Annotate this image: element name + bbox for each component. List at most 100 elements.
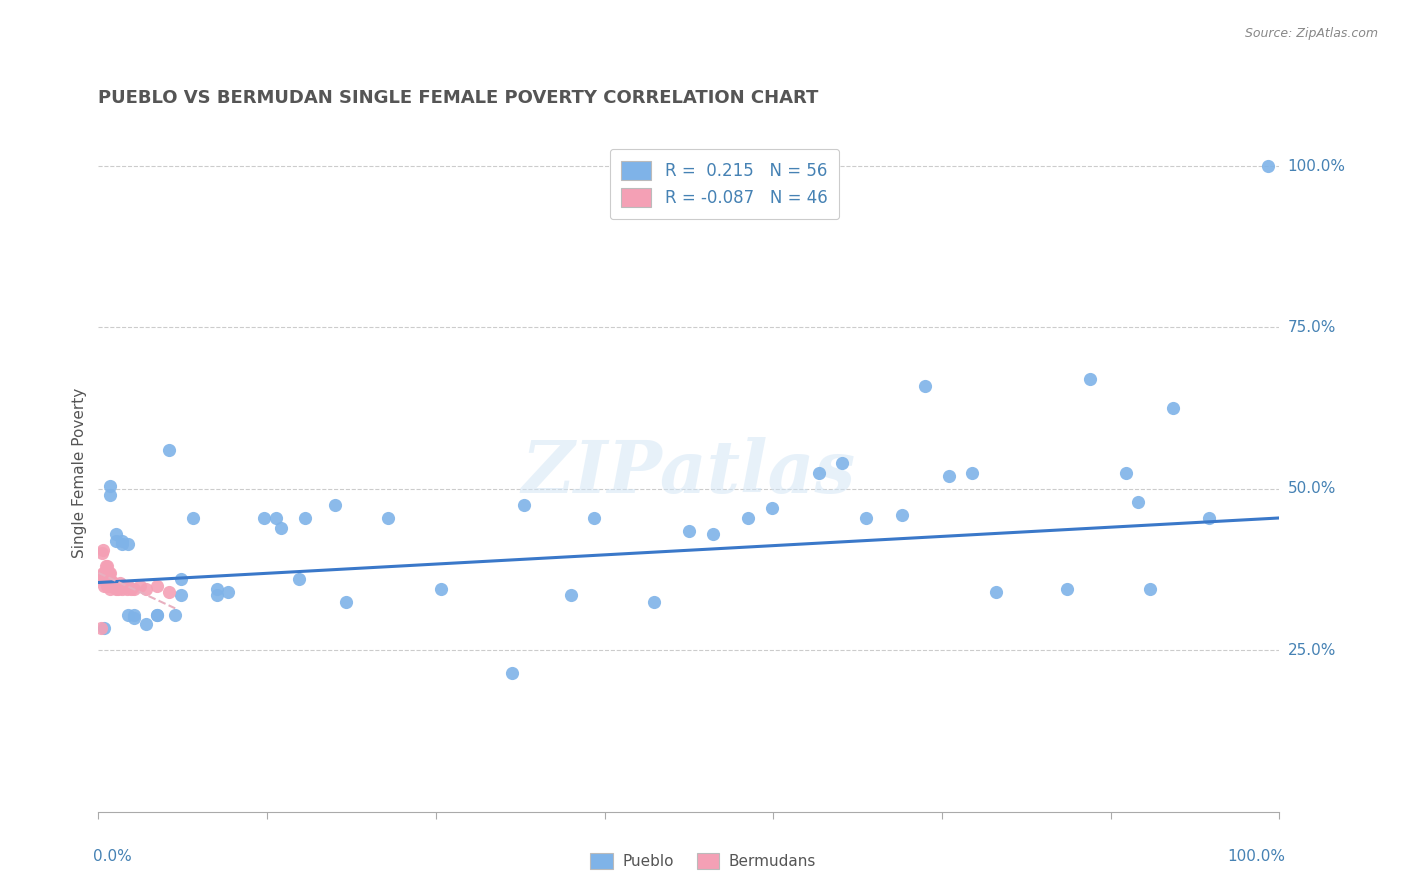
Point: [737, 511, 759, 525]
Point: [91, 572, 114, 586]
Point: [105, 579, 128, 593]
Point: [914, 378, 936, 392]
Point: [165, 607, 187, 622]
Point: [1257, 159, 1279, 173]
Point: [146, 579, 169, 593]
Point: [97, 572, 120, 586]
Point: [1161, 401, 1184, 416]
Point: [1080, 372, 1102, 386]
Point: [103, 579, 125, 593]
Point: [560, 589, 582, 603]
Point: [98, 566, 121, 580]
Point: [93, 621, 115, 635]
Point: [105, 533, 128, 548]
Point: [111, 537, 134, 551]
Point: [105, 579, 128, 593]
Point: [135, 617, 157, 632]
Point: [170, 572, 193, 586]
Point: [270, 521, 292, 535]
Point: [294, 511, 316, 525]
Point: [121, 582, 143, 596]
Point: [890, 508, 912, 522]
Point: [146, 607, 169, 622]
Point: [323, 498, 346, 512]
Point: [430, 582, 453, 596]
Point: [101, 579, 124, 593]
Point: [831, 456, 853, 470]
Point: [205, 589, 228, 603]
Point: [111, 579, 134, 593]
Point: [107, 582, 129, 596]
Point: [1056, 582, 1078, 596]
Point: [96, 575, 118, 590]
Point: [643, 595, 665, 609]
Point: [122, 611, 145, 625]
Point: [96, 559, 118, 574]
Point: [583, 511, 606, 525]
Point: [1115, 466, 1137, 480]
Point: [108, 575, 131, 590]
Point: [288, 572, 311, 586]
Point: [98, 572, 121, 586]
Text: ZIPatlas: ZIPatlas: [522, 437, 856, 508]
Point: [117, 607, 139, 622]
Point: [855, 511, 877, 525]
Point: [105, 527, 128, 541]
Point: [93, 579, 115, 593]
Point: [264, 511, 287, 525]
Point: [97, 566, 120, 580]
Point: [181, 511, 204, 525]
Point: [984, 585, 1007, 599]
Point: [962, 466, 984, 480]
Point: [122, 607, 145, 622]
Point: [157, 443, 180, 458]
Point: [135, 582, 157, 596]
Point: [335, 595, 357, 609]
Point: [91, 569, 114, 583]
Point: [115, 582, 138, 596]
Point: [512, 498, 534, 512]
Point: [110, 579, 132, 593]
Point: [761, 501, 783, 516]
Text: 25.0%: 25.0%: [1288, 643, 1336, 657]
Point: [98, 582, 121, 596]
Point: [91, 543, 114, 558]
Point: [938, 469, 960, 483]
Point: [94, 566, 117, 580]
Point: [94, 559, 117, 574]
Point: [101, 575, 124, 590]
Point: [103, 575, 125, 590]
Legend: R =  0.215   N = 56, R = -0.087   N = 46: R = 0.215 N = 56, R = -0.087 N = 46: [610, 149, 839, 219]
Point: [93, 566, 115, 580]
Text: PUEBLO VS BERMUDAN SINGLE FEMALE POVERTY CORRELATION CHART: PUEBLO VS BERMUDAN SINGLE FEMALE POVERTY…: [98, 89, 818, 107]
Point: [122, 582, 145, 596]
Legend: Pueblo, Bermudans: Pueblo, Bermudans: [583, 847, 823, 875]
Point: [111, 533, 134, 548]
Point: [702, 527, 724, 541]
Point: [501, 665, 523, 680]
Point: [205, 582, 228, 596]
Point: [377, 511, 399, 525]
Point: [90, 621, 112, 635]
Point: [112, 579, 135, 593]
Point: [807, 466, 830, 480]
Point: [1126, 495, 1149, 509]
Point: [98, 488, 121, 502]
Point: [253, 511, 276, 525]
Point: [97, 579, 120, 593]
Point: [170, 589, 193, 603]
Point: [104, 579, 127, 593]
Text: 0.0%: 0.0%: [93, 849, 131, 864]
Point: [98, 478, 121, 492]
Text: Source: ZipAtlas.com: Source: ZipAtlas.com: [1244, 27, 1378, 40]
Point: [98, 566, 121, 580]
Text: 50.0%: 50.0%: [1288, 482, 1336, 497]
Point: [157, 585, 180, 599]
Point: [98, 579, 121, 593]
Point: [217, 585, 239, 599]
Point: [117, 579, 139, 593]
Y-axis label: Single Female Poverty: Single Female Poverty: [72, 388, 87, 558]
Point: [146, 607, 169, 622]
Text: 75.0%: 75.0%: [1288, 320, 1336, 335]
Point: [678, 524, 700, 538]
